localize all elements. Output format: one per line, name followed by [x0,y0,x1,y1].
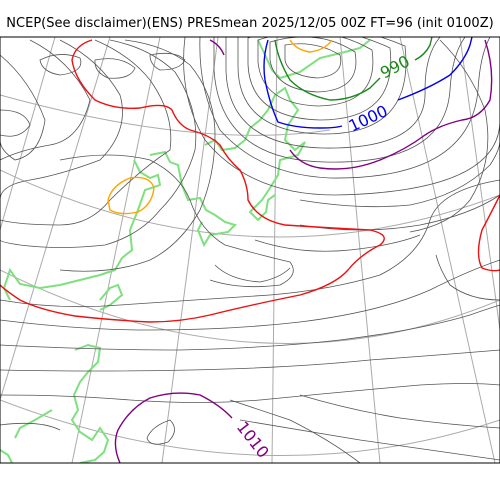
map-title: NCEP(See disclaimer)(ENS) PRESmean 2025/… [6,16,494,31]
isobar-1020-red [0,39,500,323]
graticule [0,37,500,463]
isobar-1010-purple [114,39,493,463]
map-frame [0,36,500,464]
isobars [0,37,500,463]
isobar-high-orange [107,176,155,215]
coastline [0,39,371,463]
isobar-low-orange [289,39,333,53]
isobar-990-green [274,37,433,101]
isobar-1000-blue [263,37,473,129]
